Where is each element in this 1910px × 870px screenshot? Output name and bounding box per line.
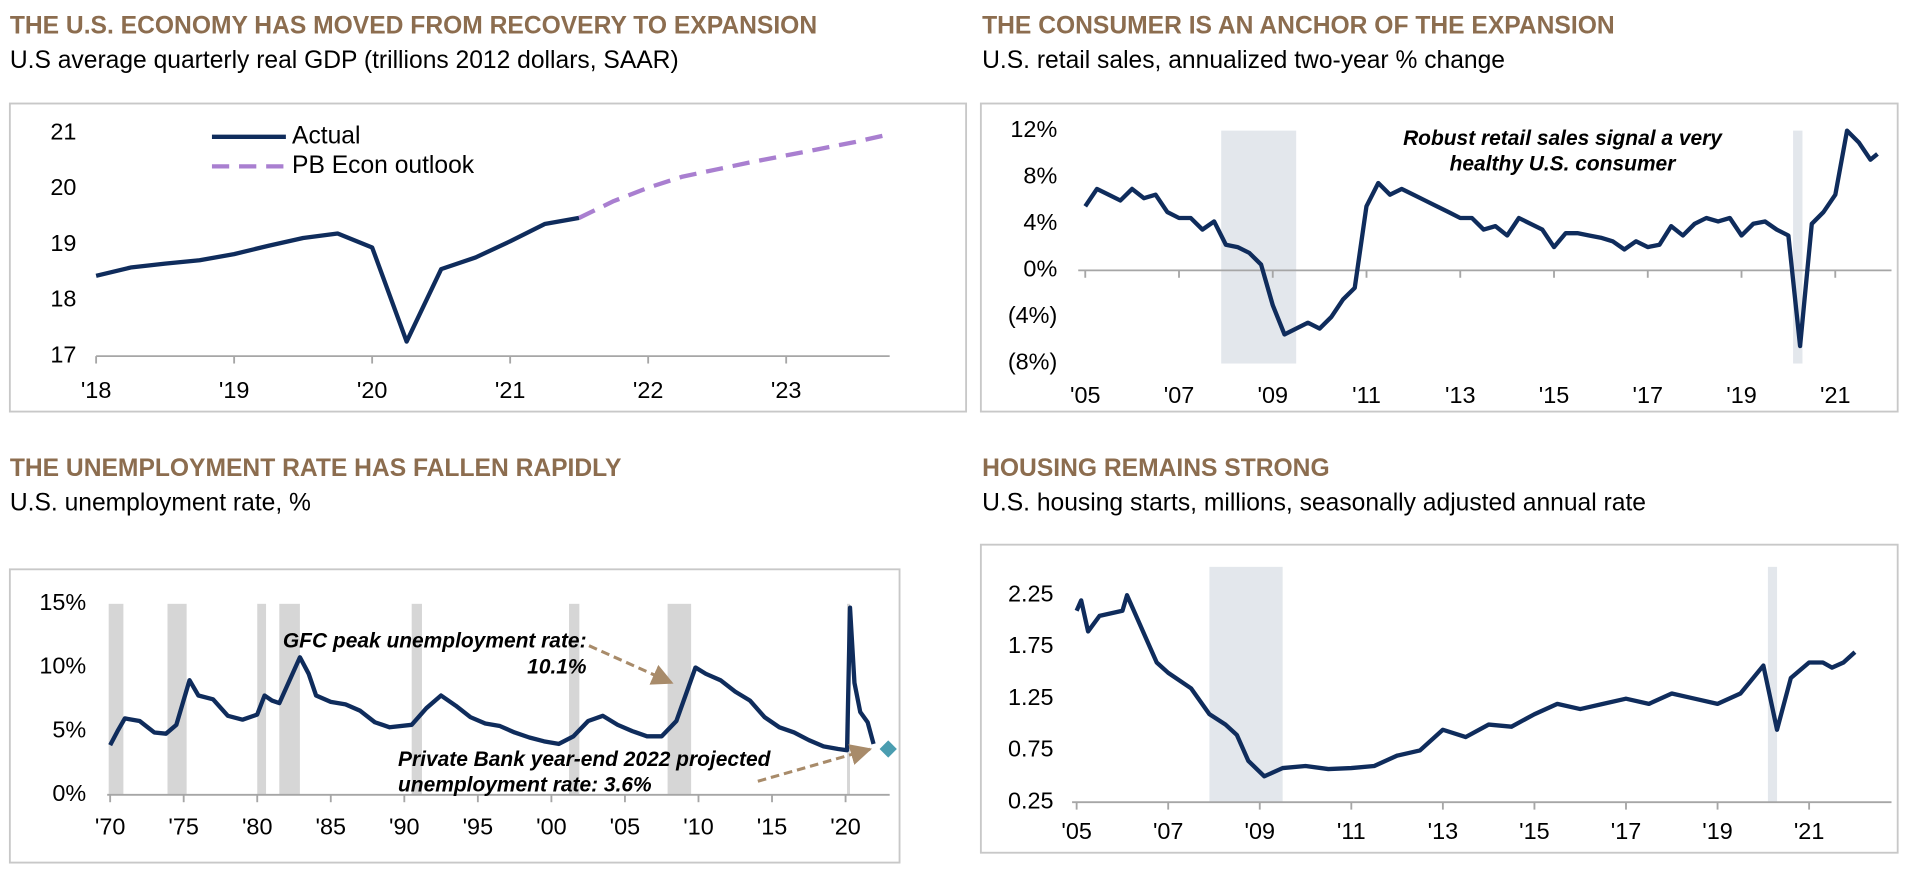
x-tick-label: '20 xyxy=(830,813,861,839)
series-line xyxy=(1074,593,1857,779)
recession-band xyxy=(1209,566,1283,803)
series-line xyxy=(578,132,891,220)
chart-title: THE UNEMPLOYMENT RATE HAS FALLEN RAPIDLY xyxy=(10,455,622,482)
x-tick-label: '07 xyxy=(1164,382,1195,408)
y-tick-label: 17 xyxy=(50,341,76,367)
recession-band xyxy=(411,603,422,795)
panel-frame xyxy=(8,568,901,864)
legend-label: PB Econ outlook xyxy=(292,152,475,179)
y-tick-label: 21 xyxy=(50,118,76,144)
y-tick-label: (4%) xyxy=(1008,302,1057,328)
x-tick-label: '15 xyxy=(757,813,788,839)
x-tick-label: '15 xyxy=(1539,382,1570,408)
annotation: unemployment rate: 3.6% xyxy=(398,774,652,797)
x-tick-label: '19 xyxy=(1726,382,1757,408)
legend-label: Actual xyxy=(292,122,360,149)
x-tick-label: '07 xyxy=(1153,818,1184,844)
y-tick-label: 0.25 xyxy=(1008,787,1054,813)
x-tick-label: '75 xyxy=(168,813,199,839)
x-tick-label: '11 xyxy=(1337,818,1366,844)
projection-marker xyxy=(879,740,897,758)
x-tick-label: '19 xyxy=(219,377,250,403)
chart-subtitle: U.S. retail sales, annualized two-year %… xyxy=(982,47,1505,74)
x-tick-label: '21 xyxy=(495,377,526,403)
recession-band xyxy=(1793,130,1803,364)
y-tick-label: (8%) xyxy=(1008,349,1057,375)
x-tick-label: '23 xyxy=(771,377,802,403)
x-tick-label: '70 xyxy=(95,813,126,839)
x-tick-label: '85 xyxy=(316,813,347,839)
x-tick-label: '21 xyxy=(1820,382,1851,408)
annotation-arrow xyxy=(757,744,873,783)
y-tick-label: 8% xyxy=(1023,162,1057,188)
chart-subtitle: U.S average quarterly real GDP (trillion… xyxy=(10,47,679,74)
y-tick-label: 10% xyxy=(39,653,86,679)
x-tick-label: '05 xyxy=(1070,382,1101,408)
x-tick-label: '00 xyxy=(536,813,567,839)
annotation: GFC peak unemployment rate: xyxy=(283,630,587,653)
x-tick-label: '17 xyxy=(1611,818,1642,844)
panel-frame xyxy=(8,102,968,413)
x-tick-label: '13 xyxy=(1428,818,1459,844)
x-tick-label: '17 xyxy=(1633,382,1664,408)
recession-band xyxy=(108,603,124,795)
x-tick-label: '95 xyxy=(463,813,494,839)
y-tick-label: 20 xyxy=(50,174,76,200)
annotation: Robust retail sales signal a very xyxy=(1403,127,1723,150)
x-tick-label: '05 xyxy=(610,813,641,839)
y-tick-label: 19 xyxy=(50,230,76,256)
x-tick-label: '13 xyxy=(1445,382,1476,408)
chart-subtitle: U.S. unemployment rate, % xyxy=(10,490,311,517)
series-line xyxy=(108,605,876,753)
y-tick-label: 5% xyxy=(52,716,86,742)
panel-frame xyxy=(979,543,1899,854)
chart-title: THE CONSUMER IS AN ANCHOR OF THE EXPANSI… xyxy=(982,13,1615,40)
x-tick-label: '09 xyxy=(1245,818,1276,844)
x-tick-label: '90 xyxy=(389,813,420,839)
chart-title: HOUSING REMAINS STRONG xyxy=(982,455,1330,482)
annotation-arrow xyxy=(588,644,674,685)
recession-band xyxy=(667,603,692,795)
chart-subtitle: U.S. housing starts, millions, seasonall… xyxy=(982,490,1646,517)
annotation: healthy U.S. consumer xyxy=(1450,153,1678,176)
x-tick-label: '09 xyxy=(1258,382,1289,408)
series-line xyxy=(95,215,580,344)
x-tick-label: '05 xyxy=(1061,818,1092,844)
recession-band xyxy=(569,603,580,795)
x-tick-label: '80 xyxy=(242,813,273,839)
annotation: 10.1% xyxy=(527,655,587,678)
y-tick-label: 1.75 xyxy=(1008,632,1054,658)
x-tick-label: '10 xyxy=(683,813,714,839)
y-tick-label: 0% xyxy=(52,780,86,806)
panel-frame xyxy=(979,102,1899,413)
y-tick-label: 2.25 xyxy=(1008,580,1054,606)
y-tick-label: 0.75 xyxy=(1008,736,1054,762)
x-tick-label: '22 xyxy=(633,377,664,403)
x-tick-label: '18 xyxy=(81,377,112,403)
x-tick-label: '15 xyxy=(1519,818,1550,844)
x-tick-label: '21 xyxy=(1794,818,1825,844)
y-tick-label: 0% xyxy=(1023,256,1057,282)
chart-title: THE U.S. ECONOMY HAS MOVED FROM RECOVERY… xyxy=(10,13,817,40)
x-tick-label: '19 xyxy=(1702,818,1733,844)
y-tick-label: 18 xyxy=(50,286,76,312)
y-tick-label: 12% xyxy=(1010,116,1057,142)
annotation: Private Bank year-end 2022 projected xyxy=(398,748,772,771)
x-tick-label: '20 xyxy=(357,377,388,403)
y-tick-label: 15% xyxy=(39,589,86,615)
y-tick-label: 1.25 xyxy=(1008,684,1054,710)
y-tick-label: 4% xyxy=(1023,209,1057,235)
recession-band xyxy=(167,603,187,795)
series-line xyxy=(1083,128,1879,349)
recession-band xyxy=(1767,566,1778,803)
x-tick-label: '11 xyxy=(1352,382,1381,408)
recession-band xyxy=(279,603,300,795)
